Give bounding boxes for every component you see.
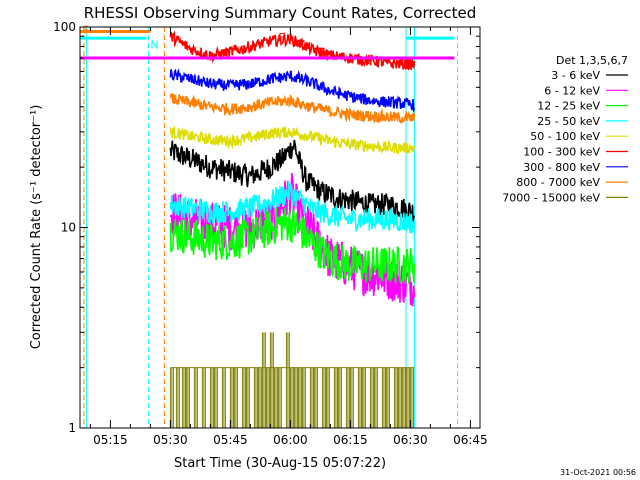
x-tick-label-05-15: 05:15: [93, 433, 128, 447]
y-tick-label-1: 1: [68, 421, 76, 435]
series-line-50-100-kev: [169, 125, 416, 156]
y-axis-label: Corrected Count Rate (s⁻¹ detector⁻¹): [29, 105, 44, 350]
legend-label-50-100-kev: 50 - 100 keV: [530, 130, 600, 143]
annotation-s: S: [82, 23, 89, 36]
series-line-100-300-kev: [169, 30, 416, 71]
olive-spikes: [169, 332, 415, 428]
x-tick-label-06-00: 06:00: [273, 433, 308, 447]
legend-label-12-25-kev: 12 - 25 keV: [537, 100, 600, 113]
x-tick-label-06-15: 06:15: [333, 433, 368, 447]
legend-label-6-12-kev: 6 - 12 keV: [544, 84, 600, 97]
legend-label-800-7000-kev: 800 - 7000 keV: [516, 176, 600, 189]
x-tick-label-05-30: 05:30: [153, 433, 188, 447]
annotation-f: F: [278, 31, 284, 44]
x-tick-label-05-45: 05:45: [213, 433, 248, 447]
series-lines: [169, 30, 416, 307]
chart-title: RHESSI Observing Summary Count Rates, Co…: [84, 4, 477, 22]
annotations: S N F: [82, 23, 325, 52]
legend-label-300-800-kev: 300 - 800 keV: [523, 161, 600, 174]
x-tick-label-06-45: 06:45: [453, 433, 488, 447]
legend: Det 1,3,5,6,7 3 - 6 keV 6 - 12 keV 12 - 25…: [502, 54, 628, 204]
legend-label-3-6-kev: 3 - 6 keV: [551, 69, 600, 82]
legend-label-100-300-kev: 100 - 300 keV: [523, 146, 600, 159]
plot-area: S N F: [80, 23, 459, 428]
y-tick-label-10: 10: [61, 221, 76, 235]
series-line-3-6-kev: [169, 139, 416, 223]
series-line-12-25-kev: [169, 207, 416, 284]
x-tick-label-06-30: 06:30: [393, 433, 428, 447]
series-line-25-50-kev: [169, 181, 416, 234]
y-tick-label-100: 100: [53, 20, 76, 34]
date-stamp: 31-Oct-2021 00:56: [560, 468, 636, 477]
legend-label-25-50-kev: 25 - 50 keV: [537, 115, 600, 128]
x-axis-label: Start Time (30-Aug-15 05:07:22): [174, 456, 386, 471]
annotation-n: N: [150, 39, 158, 52]
legend-label-7000-15000-kev: 7000 - 15000 keV: [502, 191, 600, 204]
series-line-300-800-kev: [169, 68, 416, 113]
axis-ticks: 05:15 05:30 05:45 06:00 06:15 06:30 06:45 1 10 10…: [53, 20, 488, 447]
series-line-800-7000-kev: [169, 93, 416, 124]
legend-title: Det 1,3,5,6,7: [556, 54, 628, 67]
state-bars: [80, 29, 455, 60]
